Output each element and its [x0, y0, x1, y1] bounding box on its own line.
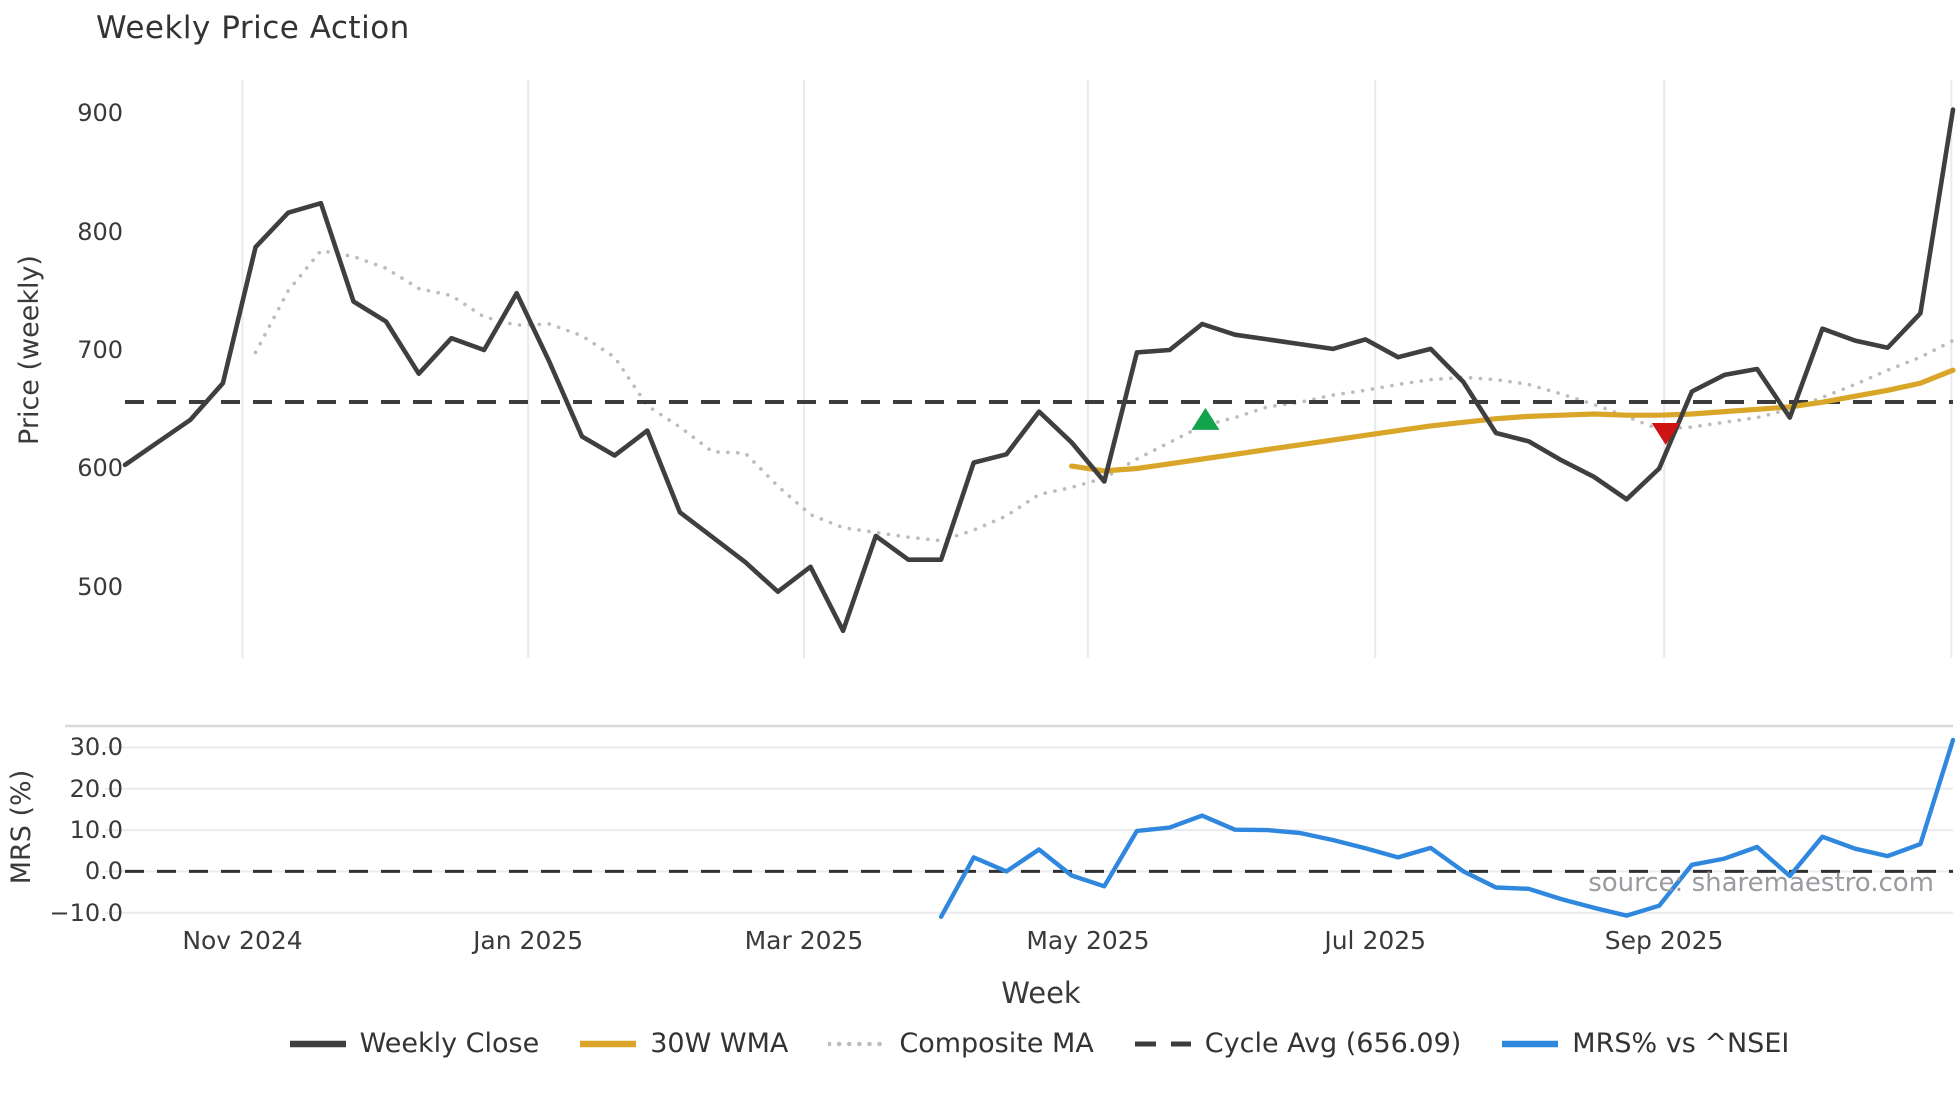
- mrs-ytick-label: 0.0: [84, 857, 123, 886]
- legend-label: MRS% vs ^NSEI: [1572, 1028, 1790, 1059]
- price-ytick-label: 700: [77, 336, 123, 365]
- price-ytick-label: 600: [77, 454, 123, 483]
- x-tick-label: Nov 2024: [182, 926, 303, 955]
- x-tick-label: Jan 2025: [473, 926, 584, 955]
- legend-swatch-solid: [1502, 1040, 1559, 1047]
- mrs-ytick-label: 10.0: [69, 816, 123, 845]
- price-ytick-label: 800: [77, 217, 123, 246]
- weekly-close-line: [122, 107, 1956, 634]
- legend-label: 30W WMA: [650, 1028, 789, 1059]
- x-tick-label: May 2025: [1026, 926, 1150, 955]
- x-axis-title: Week: [1001, 976, 1081, 1010]
- price-ytick-label: 900: [77, 99, 123, 128]
- x-tick-label: Mar 2025: [744, 926, 864, 955]
- mrs-line: [938, 737, 1956, 919]
- legend-item: MRS% vs ^NSEI: [1501, 1028, 1789, 1059]
- x-tick-label: Sep 2025: [1604, 926, 1724, 955]
- buy-signal-marker: [1191, 407, 1220, 430]
- legend-label: Weekly Close: [359, 1028, 540, 1059]
- legend-swatch-dashed: [1134, 1041, 1191, 1046]
- chart-title: Weekly Price Action: [96, 10, 410, 46]
- legend-item: Weekly Close: [289, 1028, 540, 1059]
- legend-swatch-solid: [580, 1040, 637, 1047]
- mrs-ytick-label: 30.0: [69, 733, 123, 762]
- mrs-ytick-label: −10.0: [49, 898, 123, 927]
- legend-swatch-solid: [289, 1040, 346, 1047]
- sell-signal-marker: [1651, 422, 1680, 445]
- legend-item: 30W WMA: [579, 1028, 788, 1059]
- legend: Weekly Close 30W WMA Composite MA Cycle Avg…: [125, 1028, 1953, 1059]
- legend-item: Composite MA: [828, 1028, 1094, 1059]
- mrs-ytick-label: 20.0: [69, 774, 123, 803]
- composite-ma-line: [253, 248, 1955, 543]
- legend-label: Cycle Avg (656.09): [1204, 1028, 1462, 1059]
- legend-label: Composite MA: [899, 1028, 1094, 1059]
- wma-line: [1068, 367, 1956, 474]
- x-tick-label: Jul 2025: [1324, 926, 1427, 955]
- legend-swatch-dotted: [828, 1041, 887, 1046]
- legend-item: Cycle Avg (656.09): [1134, 1028, 1462, 1059]
- source-watermark: source: sharemaestro.com: [1588, 868, 1934, 898]
- price-ytick-label: 500: [77, 572, 123, 601]
